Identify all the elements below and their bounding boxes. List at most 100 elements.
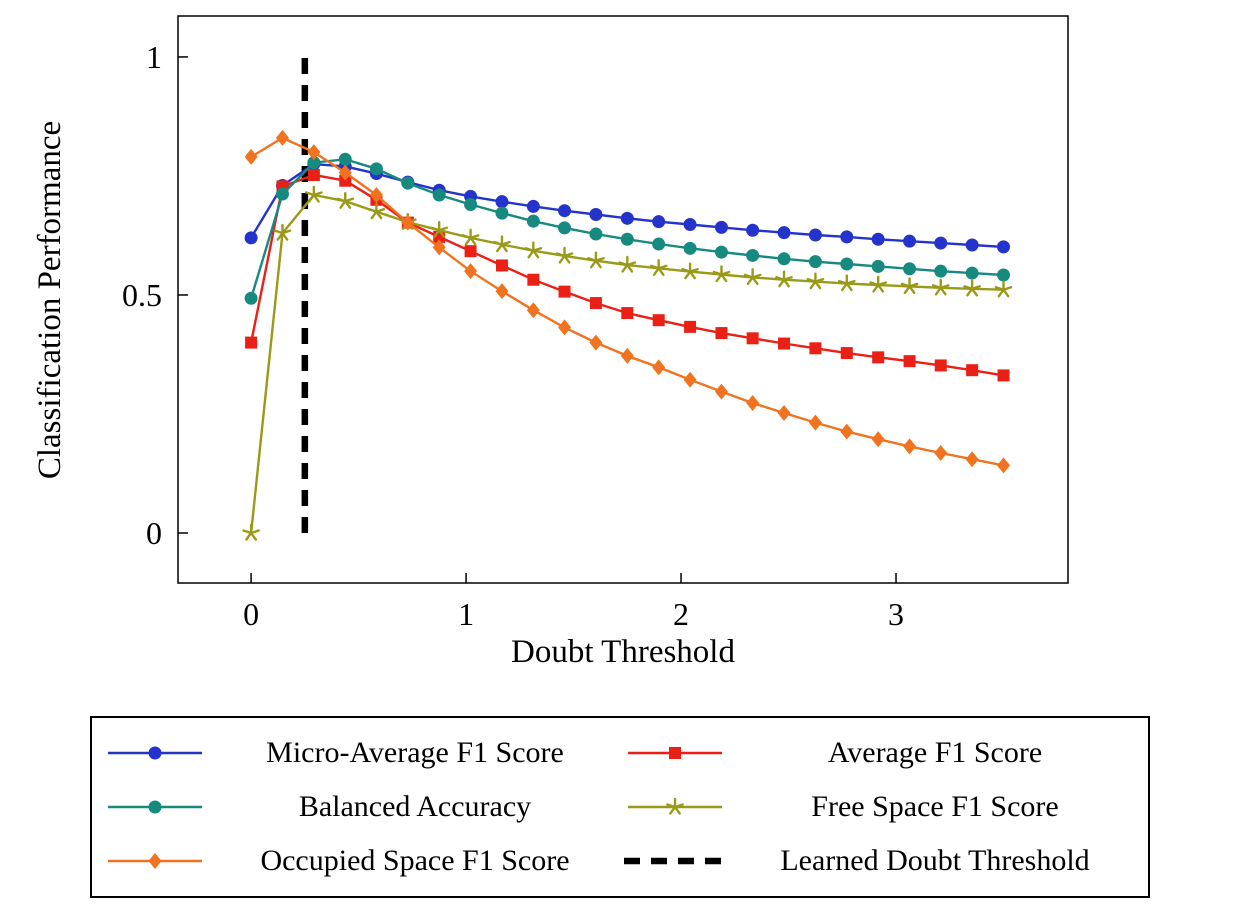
star-marker [869,275,887,293]
diamond-marker [338,164,352,181]
square-marker [715,327,728,340]
circle-marker [840,230,854,244]
circle-marker [714,220,728,234]
star-marker [461,228,480,246]
star-marker [963,279,981,297]
square-marker [527,273,540,286]
diamond-marker [997,457,1011,474]
y-axis-label: Classification Performance [32,121,68,479]
circle-marker [871,232,885,246]
circle-marker [652,237,666,251]
legend-label-average-f1-score: Average F1 Score [827,736,1043,769]
circle-marker [526,214,540,228]
circle-marker [432,188,446,202]
circle-marker [558,221,572,235]
legend-sample-micro-average-f1-score [108,746,202,760]
x-tick-label: 3 [888,596,904,632]
diamond-marker [495,283,509,300]
circle-marker [148,746,162,760]
square-marker [245,336,258,349]
star-marker [242,523,260,541]
square-marker [495,259,508,272]
legend-entry-occupied-space-f1-score: Occupied Space F1 Score [100,836,620,886]
diamond-marker [746,395,760,412]
square-marker [746,332,759,345]
circle-marker [307,156,321,170]
star-marker [305,185,323,203]
square-marker [589,297,602,310]
diamond-marker [620,347,634,364]
star-marker [336,191,355,209]
circle-marker [148,800,162,814]
diamond-marker [275,129,289,146]
square-marker [872,351,885,364]
circle-marker [903,234,917,248]
diamond-marker [903,438,917,455]
diamond-marker [871,431,885,448]
legend-sample-occupied-space-f1-score [108,853,202,869]
x-axis-label: Doubt Threshold [511,634,735,670]
circle-marker [589,227,603,241]
diamond-marker [432,239,446,256]
diamond-marker [808,414,822,431]
square-marker [307,169,320,182]
x-tick-label: 0 [243,596,259,632]
square-marker [809,342,822,355]
circle-marker [369,162,383,176]
star-marker [618,255,637,273]
legend-sample-average-f1-score [628,747,722,759]
series-line-balanced-accuracy [249,158,1004,299]
series-markers-balanced-accuracy [244,152,1011,305]
star-marker [587,251,605,269]
star-marker [681,262,699,280]
diamond-marker [148,853,162,869]
diamond-marker [244,148,258,165]
circle-marker [495,206,509,220]
square-marker [778,337,791,350]
diamond-marker [777,405,791,422]
diamond-marker [307,144,321,161]
legend-entry-learned-doubt-threshold: Learned Doubt Threshold [620,836,1140,886]
circle-marker [401,176,415,190]
diamond-marker [934,445,948,462]
square-marker [669,747,681,759]
series-line-average-f1-score [249,173,1004,377]
square-marker [934,359,947,372]
square-marker [339,174,352,187]
circle-marker [244,231,258,245]
legend-label-learned-doubt-threshold: Learned Doubt Threshold [780,844,1090,877]
circle-marker [777,252,791,266]
circle-marker [840,257,854,271]
square-marker [621,307,634,320]
legend-entry-balanced-accuracy: Balanced Accuracy [100,782,620,832]
legend-label-occupied-space-f1-score: Occupied Space F1 Score [260,844,570,877]
circle-marker [903,262,917,276]
square-marker [997,369,1010,382]
performance-chart: 0 1 2 3 0 0.5 1 Doubt Threshold Classification… [32,15,1069,670]
star-marker [900,277,919,295]
circle-marker [338,152,352,166]
y-tick-label: 0 [146,515,162,551]
circle-marker [620,232,634,246]
diamond-marker [464,263,478,280]
circle-marker [871,259,885,273]
diamond-marker [589,334,603,351]
star-marker [994,280,1013,298]
circle-marker [808,228,822,242]
diamond-marker [840,423,854,440]
circle-marker [746,223,760,237]
circle-marker [464,198,478,212]
diamond-marker [401,214,415,231]
plot-layer: 0 1 2 3 0 0.5 1 [122,15,1069,632]
legend-label-free-space-f1-score: Free Space F1 Score [811,790,1059,823]
star-marker [712,265,731,283]
circle-marker [589,208,603,222]
legend-sample-balanced-accuracy [108,800,202,814]
star-marker [430,221,449,238]
square-marker [966,364,979,377]
circle-marker [965,238,979,252]
star-marker [367,202,386,220]
series-line-occupied-space-f1-score [250,136,1004,467]
diamond-marker [714,383,728,400]
star-marker [806,272,825,290]
